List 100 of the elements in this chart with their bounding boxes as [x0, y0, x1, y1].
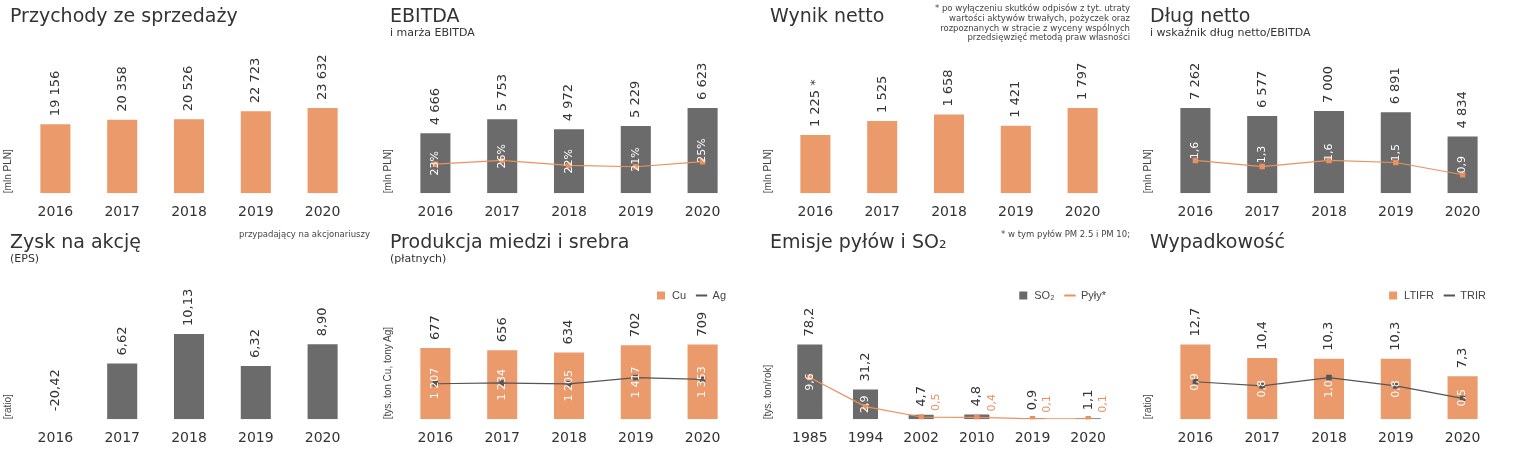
y-axis-title: [tys. ton Cu, tony Ag] [381, 326, 393, 420]
data-label: 1,5 [1388, 144, 1402, 162]
data-label: 0,9 [1455, 156, 1469, 174]
legend-label: SO₂ [1034, 288, 1055, 301]
x-tick-label: 2018 [551, 203, 587, 220]
x-tick-label: 2016 [797, 203, 834, 220]
y-axis-title: [mln PLN] [761, 149, 773, 194]
x-tick-label: 2016 [417, 203, 454, 220]
x-tick-label: 2019 [237, 429, 274, 446]
y-axis-title: [tys. ton/rok] [761, 364, 773, 420]
data-label: 1 353 [695, 366, 709, 398]
text: * po wyłączeniu skutków odpisów z tyt. utraty wartości aktywów trwałych, pożyczek oraz rozpoznanych w stracie z wyceny wspólnych przedsięwzięć metodą praw własności [933, 3, 1130, 45]
x-tick-label: 2019 [1014, 429, 1051, 446]
legend-label: Ag [712, 288, 727, 301]
x-tick-label: 2020 [304, 429, 341, 446]
data-label: 23% [428, 150, 442, 176]
text: -20,42 [46, 369, 62, 412]
data-label: 1 421 [1007, 80, 1023, 118]
data-label: 7 000 [1320, 65, 1336, 104]
legend-label: Pyły* [1080, 288, 1107, 301]
x-tick-label: 2016 [1177, 203, 1214, 220]
data-label: 1,3 [1255, 145, 1269, 164]
chart-subtitle: (EPS) [10, 252, 41, 265]
y-axis-title: [mln PLN] [381, 149, 393, 194]
data-label: 702 [627, 312, 643, 338]
text: * w tym pyłów PM 2.5 i PM 10; [1001, 229, 1130, 241]
data-label: 12,7 [1186, 307, 1202, 337]
text: przypadający na akcjonariuszy [239, 229, 370, 241]
x-tick-label: 2018 [171, 203, 207, 220]
x-tick-label: 2016 [37, 203, 74, 220]
data-label: 0,1 [1096, 395, 1110, 413]
x-tick-label: 2019 [617, 203, 654, 220]
data-label: 21% [628, 147, 642, 172]
x-tick-label: 2020 [684, 203, 721, 220]
x-tick-label: 2017 [864, 203, 901, 220]
data-label: 10,4 [1253, 321, 1269, 351]
data-label: 9,6 [802, 373, 816, 391]
x-tick-label: 2020 [684, 429, 721, 446]
x-tick-label: 2020 [1444, 203, 1481, 220]
x-tick-label: 2016 [37, 429, 74, 446]
x-tick-label: 2017 [1244, 203, 1281, 220]
data-label: 20 526 [180, 65, 196, 112]
legend-label: TRIR [1460, 288, 1487, 301]
x-tick-label: 2017 [1244, 429, 1281, 446]
data-label: 1 207 [428, 367, 442, 400]
data-label: 0,9 [1188, 373, 1202, 391]
data-label: 23 632 [313, 54, 329, 100]
x-tick-label: 2018 [551, 429, 587, 446]
data-label: 7,3 [1453, 347, 1469, 369]
data-label: 4,7 [912, 386, 928, 407]
x-tick-label: 2002 [903, 429, 939, 446]
x-tick-label: 2019 [1377, 429, 1414, 446]
data-label: 1 225 * [806, 78, 822, 128]
x-tick-label: 2020 [1444, 429, 1481, 446]
data-label: 25% [695, 138, 709, 163]
data-label: 5 753 [493, 73, 509, 112]
data-label: 31,2 [856, 352, 872, 382]
data-label: 1,6 [1188, 141, 1202, 160]
data-label: 6 577 [1253, 70, 1269, 109]
data-label: 0,9 [1023, 389, 1039, 411]
data-label: 6,62 [113, 326, 129, 356]
data-label: 6 891 [1387, 67, 1403, 105]
data-label: 4 834 [1453, 91, 1469, 129]
data-label: 0,4 [984, 393, 998, 412]
data-label: 8,90 [313, 307, 329, 337]
data-label: 634 [560, 319, 576, 345]
chart-title: Emisje pyłów i SO₂ [770, 230, 947, 252]
chart-title: EBITDA [390, 4, 461, 26]
data-label: 677 [426, 315, 442, 340]
data-label: 6,32 [247, 329, 263, 359]
x-tick-label: 2019 [237, 203, 274, 220]
y-axis-title: [ratio] [1141, 393, 1153, 420]
chart-title: Przychody ze sprzedaży [10, 4, 238, 26]
x-tick-label: 2018 [931, 203, 967, 220]
x-tick-label: 2020 [1064, 203, 1101, 220]
legend-label: Cu [671, 288, 687, 301]
x-tick-label: 2018 [1311, 203, 1347, 220]
data-label: 22% [561, 148, 575, 174]
x-tick-label: 2020 [1070, 429, 1106, 446]
x-tick-label: 2017 [484, 203, 521, 220]
x-tick-label: 1994 [847, 429, 884, 446]
chart-subtitle: (płatnych) [390, 252, 448, 265]
chart-title: Zysk na akcję [10, 230, 141, 252]
data-label: 0,5 [929, 393, 943, 412]
data-label: 78,2 [801, 307, 817, 337]
data-label: 7 262 [1186, 62, 1202, 100]
data-label: 656 [493, 317, 509, 343]
y-axis-title: [mln PLN] [1, 149, 13, 194]
data-label: 1 525 [873, 75, 889, 113]
chart-title: Wynik netto [770, 4, 885, 26]
data-label: 1 205 [561, 370, 575, 402]
x-tick-label: 2019 [997, 203, 1034, 220]
chart-subtitle: i wskaźnik dług netto/EBITDA [1150, 26, 1311, 39]
data-label: 10,3 [1387, 321, 1403, 351]
x-tick-label: 2017 [104, 203, 141, 220]
x-tick-label: 2018 [1311, 429, 1347, 446]
x-tick-label: 2010 [959, 429, 995, 446]
x-tick-label: 2017 [104, 429, 141, 446]
data-label: 0,8 [1388, 380, 1402, 398]
chart-title: Dług netto [1150, 4, 1252, 26]
